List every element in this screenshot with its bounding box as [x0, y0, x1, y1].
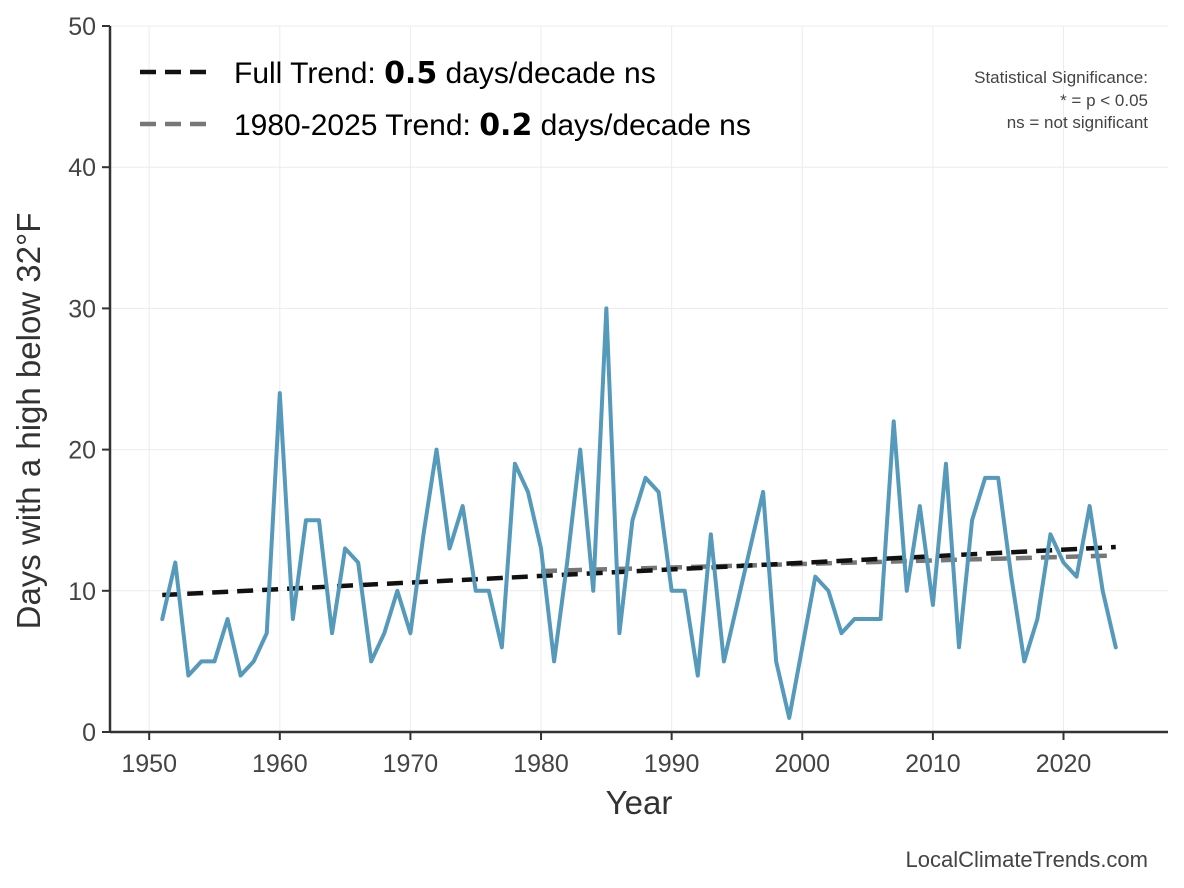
- x-tick-label-1960: 1960: [252, 750, 308, 778]
- trend-lines: [162, 544, 1116, 598]
- x-tick-label-1990: 1990: [644, 750, 700, 778]
- y-tick-label-10: 10: [68, 578, 96, 606]
- legend-1980-2025-trend-label: 1980-2025 Trend: 0.2 days/decade ns: [234, 108, 751, 143]
- legend-full-trend-label: Full Trend: 0.5 days/decade ns: [234, 56, 656, 91]
- x-tick-label-1970: 1970: [383, 750, 439, 778]
- significance-title: Statistical Significance:: [974, 68, 1148, 87]
- significance-note: Statistical Significance: * = p < 0.05 n…: [974, 68, 1148, 132]
- data-series: [160, 306, 1118, 720]
- 1980-2025-trend-line: [540, 553, 1116, 574]
- y-tick-label-30: 30: [68, 295, 96, 323]
- x-tick-label-2010: 2010: [905, 750, 961, 778]
- grid: [110, 25, 1168, 733]
- legend: Full Trend: 0.5 days/decade ns 1980-2025…: [140, 56, 751, 143]
- x-tick-label-1950: 1950: [121, 750, 177, 778]
- x-axis-ticks: 1950 1960 1970 1980 1990 2000 2010 2020: [121, 732, 1091, 778]
- y-tick-label-0: 0: [82, 719, 96, 747]
- series-line: [160, 306, 1118, 720]
- full-trend-line: [162, 544, 1116, 598]
- significance-line-1: * = p < 0.05: [1060, 91, 1148, 110]
- x-tick-label-2000: 2000: [774, 750, 830, 778]
- axes: [108, 26, 1168, 734]
- y-tick-label-40: 40: [68, 154, 96, 182]
- x-tick-label-2020: 2020: [1036, 750, 1092, 778]
- credit-text: LocalClimateTrends.com: [906, 847, 1149, 872]
- x-tick-label-1980: 1980: [513, 750, 569, 778]
- y-axis-ticks: 0 10 20 30 40 50: [68, 13, 110, 747]
- significance-line-2: ns = not significant: [1007, 113, 1149, 132]
- y-tick-label-50: 50: [68, 13, 96, 41]
- y-axis-title: Days with a high below 32°F: [10, 213, 47, 630]
- y-tick-label-20: 20: [68, 437, 96, 465]
- x-axis-title: Year: [606, 784, 673, 821]
